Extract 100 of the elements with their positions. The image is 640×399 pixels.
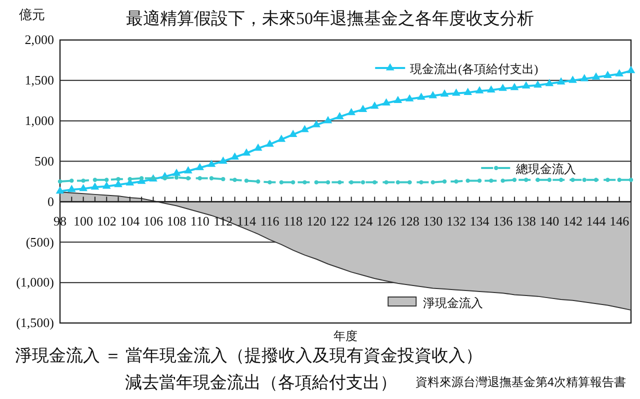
- point: [372, 180, 377, 184]
- point: [186, 176, 190, 180]
- point: [336, 112, 344, 120]
- x-tick-label: 108: [166, 214, 186, 229]
- point: [568, 76, 577, 83]
- x-tick-label: 104: [120, 214, 140, 229]
- point: [382, 98, 390, 106]
- y-tick-label: (1,000): [16, 274, 54, 290]
- point: [626, 66, 636, 74]
- point: [440, 89, 449, 97]
- point: [70, 178, 74, 183]
- point: [209, 176, 214, 180]
- point: [256, 179, 260, 184]
- y-tick-label: (1,500): [16, 315, 54, 330]
- point: [489, 178, 494, 183]
- point: [139, 176, 144, 180]
- point: [184, 166, 192, 174]
- point: [254, 144, 262, 151]
- point: [510, 82, 519, 90]
- x-tick-label: 130: [423, 214, 443, 229]
- x-tick-label: 134: [470, 214, 490, 229]
- x-tick-label: 110: [190, 214, 210, 229]
- point: [547, 178, 552, 182]
- point: [198, 176, 202, 180]
- x-tick-label: 128: [400, 214, 420, 229]
- point: [196, 162, 204, 170]
- point: [268, 180, 272, 184]
- point: [580, 74, 589, 82]
- point: [475, 86, 484, 94]
- point: [326, 180, 330, 184]
- point: [582, 178, 586, 182]
- point: [358, 104, 368, 112]
- point: [522, 81, 530, 88]
- point: [487, 85, 496, 93]
- y-tick-label: 2,000: [24, 32, 54, 48]
- point: [277, 134, 286, 142]
- y-tick-label: 1,000: [24, 113, 54, 128]
- point: [454, 179, 458, 184]
- point: [604, 70, 612, 78]
- point: [230, 152, 239, 160]
- point: [360, 180, 366, 184]
- legend-label: 淨現金流入: [423, 296, 484, 310]
- x-tick-label: 118: [284, 214, 303, 229]
- x-tick-label: 138: [516, 214, 536, 229]
- point: [102, 182, 111, 189]
- point: [407, 180, 412, 184]
- point: [312, 120, 321, 128]
- point: [464, 88, 472, 95]
- point: [90, 182, 100, 190]
- point: [606, 178, 610, 182]
- y-tick-label: 1,500: [24, 72, 54, 88]
- point: [290, 180, 296, 184]
- y-tick-label: (500): [26, 234, 54, 250]
- x-tick-label: 124: [353, 214, 374, 229]
- point: [628, 178, 634, 182]
- point: [347, 108, 356, 116]
- y-tick-label: 0: [48, 194, 54, 209]
- point: [545, 78, 554, 86]
- point: [56, 186, 64, 194]
- point: [116, 176, 120, 182]
- point: [442, 179, 447, 184]
- point: [174, 175, 179, 180]
- x-tick-label: 122: [330, 214, 350, 229]
- x-tick-label: 146: [610, 214, 630, 229]
- point: [558, 178, 564, 182]
- point: [466, 178, 470, 183]
- point: [162, 176, 167, 180]
- point: [279, 180, 284, 184]
- point: [394, 96, 402, 104]
- point: [314, 180, 318, 184]
- point: [207, 160, 216, 167]
- point: [324, 116, 332, 124]
- chart-title: 最適精算假設下，未來50年退撫基金之各年度收支分析: [126, 9, 534, 28]
- point: [58, 179, 62, 184]
- point: [430, 180, 436, 184]
- point: [428, 90, 438, 98]
- point: [417, 92, 426, 100]
- text: 資料來源台灣退撫基金第4次精算報告書: [415, 375, 626, 389]
- x-tick-label: 120: [306, 214, 326, 229]
- point: [232, 178, 237, 182]
- point: [452, 88, 460, 96]
- x-tick-label: 126: [376, 214, 397, 229]
- point: [594, 178, 598, 182]
- point: [79, 184, 88, 192]
- point: [67, 184, 76, 192]
- x-tick-label: 136: [493, 214, 514, 229]
- point: [242, 148, 251, 156]
- point: [534, 80, 542, 88]
- point: [498, 84, 507, 91]
- text: 淨現金流入 ＝ 當年現金流入（提撥收入及現有資金投資收入）: [15, 346, 482, 365]
- point: [617, 178, 622, 182]
- point: [512, 178, 517, 182]
- x-tick-label: 106: [143, 214, 164, 229]
- y-axis-title: 億元: [19, 7, 45, 22]
- x-tick-label: 116: [260, 214, 280, 229]
- point: [477, 178, 482, 183]
- x-tick-label: 132: [446, 214, 466, 229]
- point: [104, 178, 109, 182]
- point: [556, 77, 566, 84]
- point: [370, 101, 379, 109]
